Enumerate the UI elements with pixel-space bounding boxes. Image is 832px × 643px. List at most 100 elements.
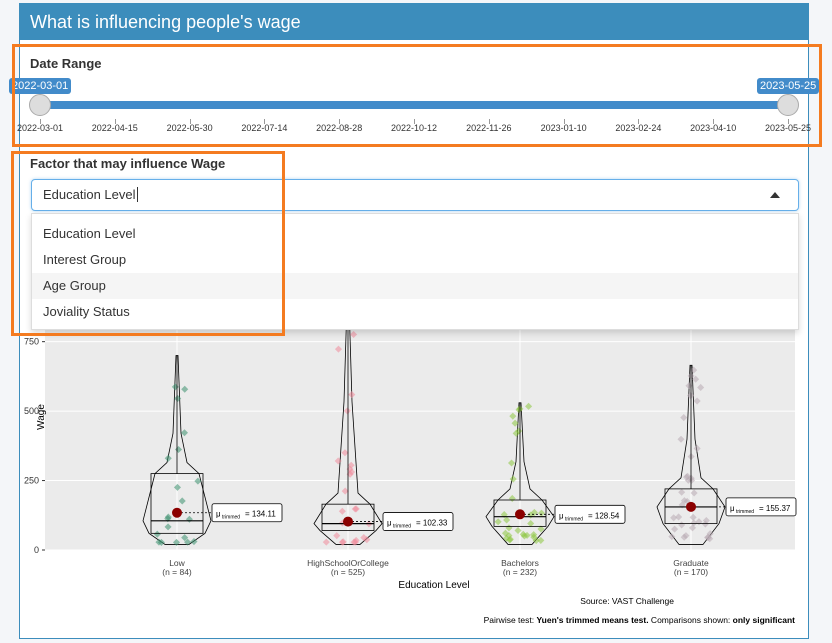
data-point bbox=[494, 518, 502, 526]
data-point bbox=[334, 345, 343, 353]
data-point bbox=[190, 538, 198, 546]
data-point bbox=[363, 536, 371, 544]
y-tick-label: 0 bbox=[34, 545, 39, 555]
data-point bbox=[677, 435, 685, 443]
data-point bbox=[688, 476, 696, 484]
data-point bbox=[537, 536, 545, 544]
data-point bbox=[172, 538, 181, 546]
date-tick-label: 2022-08-28 bbox=[316, 123, 363, 133]
data-point bbox=[688, 524, 697, 532]
x-tick-count: (n = 170) bbox=[674, 567, 708, 577]
y-axis-label: Wage bbox=[36, 404, 47, 430]
x-tick-label: Bachelors bbox=[501, 558, 539, 568]
data-point bbox=[537, 525, 545, 533]
x-tick-label: Graduate bbox=[673, 558, 709, 568]
data-point bbox=[689, 513, 697, 521]
x-tick-count: (n = 232) bbox=[503, 567, 537, 577]
date-range-label: Date Range bbox=[30, 56, 102, 71]
data-point bbox=[678, 488, 686, 496]
date-tick-label: 2023-04-10 bbox=[690, 123, 737, 133]
date-from-handle[interactable] bbox=[29, 94, 51, 116]
data-point bbox=[173, 483, 181, 491]
date-tick bbox=[414, 119, 415, 124]
mean-point bbox=[686, 501, 696, 512]
date-range-track[interactable] bbox=[40, 101, 788, 109]
date-tick bbox=[713, 119, 715, 124]
date-from-value: 2022-03-01 bbox=[9, 78, 72, 94]
date-tick bbox=[40, 119, 41, 124]
date-tick bbox=[189, 119, 191, 124]
data-point bbox=[341, 449, 349, 457]
x-tick-label: HighSchoolOrCollege bbox=[307, 558, 389, 568]
data-point bbox=[334, 457, 342, 465]
data-point bbox=[682, 532, 690, 540]
data-point bbox=[515, 427, 523, 435]
mean-label-sub: trimmed bbox=[393, 524, 411, 530]
data-point bbox=[509, 412, 517, 420]
mean-label-prefix: μ bbox=[216, 510, 221, 519]
mean-label-value: = 155.37 bbox=[759, 504, 791, 513]
data-point bbox=[530, 533, 538, 541]
date-tick-label: 2022-10-12 bbox=[390, 123, 438, 133]
date-tick bbox=[788, 119, 789, 124]
mean-label-box bbox=[382, 512, 454, 531]
date-to-value: 2023-05-25 bbox=[757, 78, 820, 94]
data-point bbox=[515, 406, 523, 414]
factor-dropdown: Education Level Interest Group Age Group… bbox=[31, 213, 799, 330]
mean-label-value: = 128.54 bbox=[588, 511, 620, 520]
x-axis-label: Education Level bbox=[398, 580, 469, 591]
data-point bbox=[350, 538, 358, 546]
caret-up-icon[interactable] bbox=[770, 192, 780, 198]
data-point bbox=[697, 383, 705, 391]
data-point bbox=[180, 429, 189, 437]
data-point bbox=[501, 529, 510, 537]
data-point bbox=[511, 419, 519, 427]
factor-select[interactable]: Education Level bbox=[31, 179, 799, 211]
date-tick bbox=[563, 119, 565, 124]
chart-source: Source: VAST Challenge bbox=[580, 596, 674, 606]
data-point bbox=[509, 475, 517, 483]
option-interest-group[interactable]: Interest Group bbox=[43, 252, 127, 267]
option-education-level[interactable]: Education Level bbox=[43, 226, 136, 241]
data-point bbox=[322, 538, 330, 546]
data-point bbox=[178, 497, 186, 505]
mean-label-prefix: μ bbox=[730, 504, 735, 513]
date-to-handle[interactable] bbox=[777, 94, 799, 116]
data-point bbox=[181, 385, 189, 393]
factor-label: Factor that may influence Wage bbox=[30, 156, 226, 171]
date-tick-label: 2022-07-14 bbox=[241, 123, 288, 133]
option-age-group[interactable]: Age Group bbox=[32, 273, 798, 299]
x-tick-label: Low bbox=[169, 558, 185, 568]
data-point bbox=[174, 394, 182, 403]
data-point bbox=[348, 391, 356, 399]
data-point bbox=[693, 397, 701, 405]
factor-highlight bbox=[11, 151, 285, 336]
mean-label-value: = 134.11 bbox=[245, 510, 276, 519]
data-point bbox=[350, 330, 358, 339]
option-joviality-status[interactable]: Joviality Status bbox=[43, 304, 130, 319]
mean-label-box bbox=[554, 504, 626, 524]
violin-highschoolorcollege bbox=[313, 302, 383, 545]
data-point bbox=[194, 477, 202, 485]
y-tick-label: 750 bbox=[24, 337, 39, 347]
mean-point bbox=[343, 516, 353, 527]
mean-label-sub: trimmed bbox=[565, 516, 583, 522]
mean-point bbox=[172, 507, 182, 518]
date-tick bbox=[488, 119, 490, 124]
data-point bbox=[693, 444, 701, 452]
data-point bbox=[684, 472, 692, 480]
data-point bbox=[692, 375, 700, 383]
date-tick-label: 2023-02-24 bbox=[615, 123, 662, 133]
y-tick-label: 500 bbox=[24, 406, 39, 416]
data-point bbox=[153, 530, 161, 538]
y-tick-label: 250 bbox=[24, 476, 39, 486]
data-point bbox=[675, 513, 683, 521]
data-point bbox=[508, 459, 516, 467]
date-tick bbox=[264, 119, 266, 124]
mean-label-prefix: μ bbox=[559, 511, 564, 520]
data-point bbox=[184, 538, 192, 546]
factor-selected-value: Education Level bbox=[43, 187, 136, 202]
data-point bbox=[333, 532, 341, 540]
data-point bbox=[155, 538, 163, 546]
